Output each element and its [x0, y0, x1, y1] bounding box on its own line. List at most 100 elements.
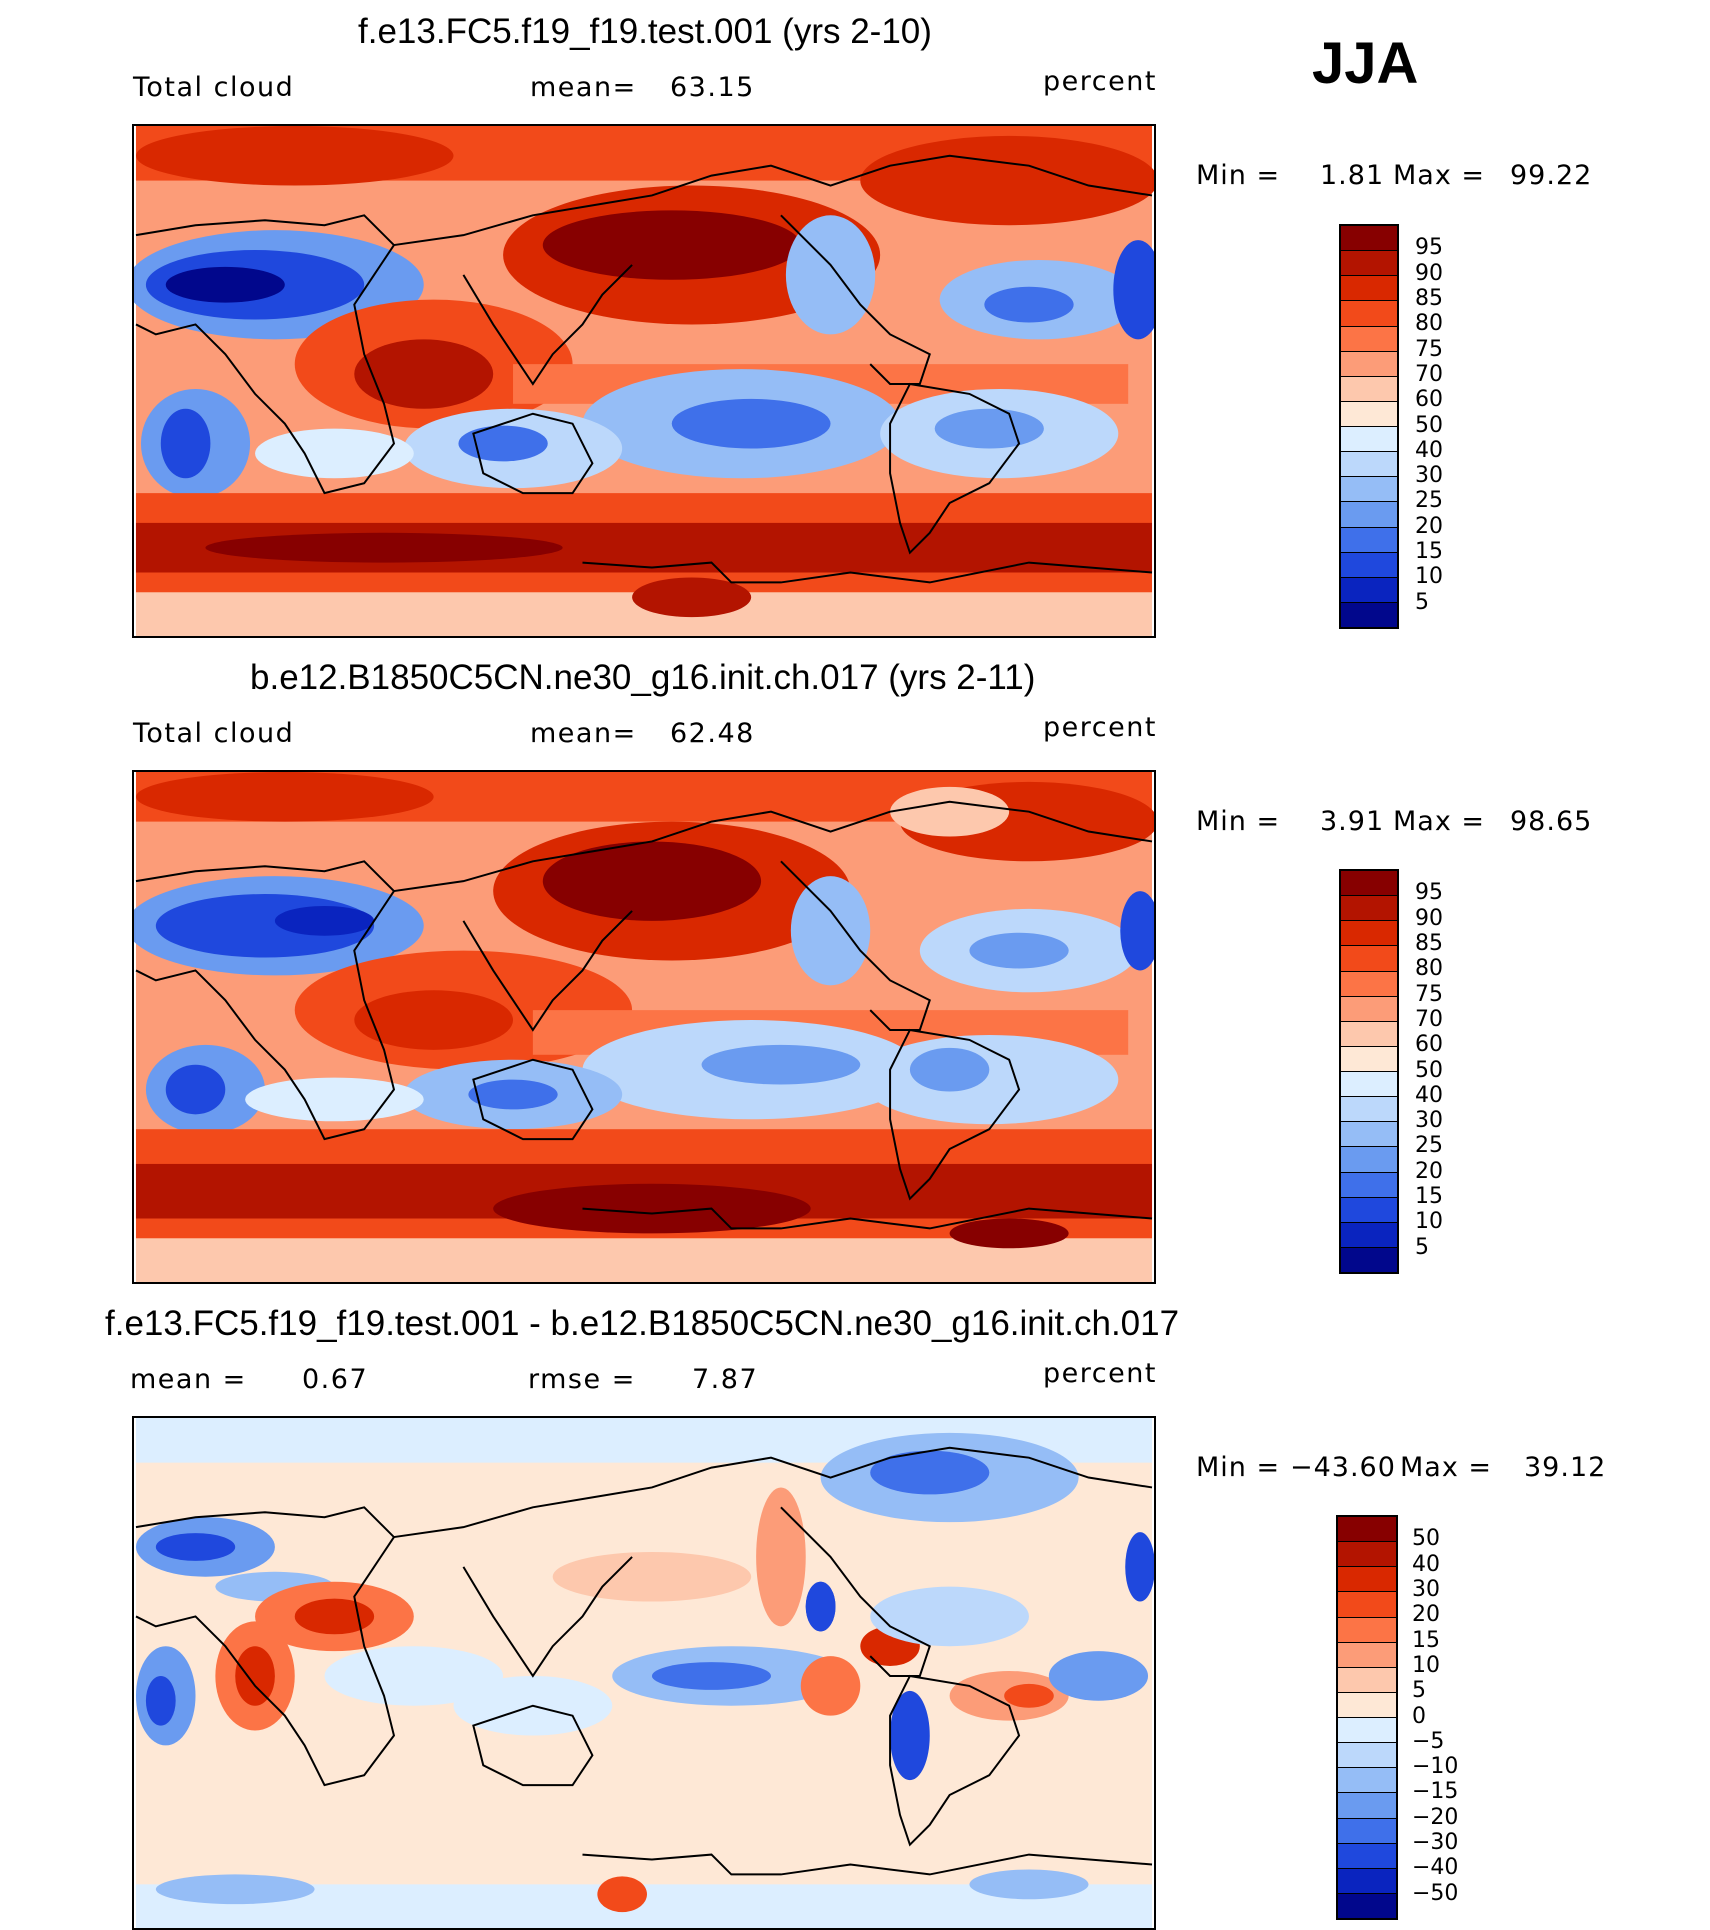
- colorbar-cell: [1338, 1692, 1396, 1718]
- panel3-map: [132, 1416, 1156, 1930]
- colorbar-cell: [1338, 1843, 1396, 1869]
- panel1-mean-label: mean=: [530, 72, 637, 103]
- season-label: JJA: [1312, 31, 1419, 96]
- colorbar-cell: [1341, 1097, 1397, 1123]
- colorbar-cell: [1341, 1197, 1397, 1223]
- colorbar-tick-label: −15: [1412, 1779, 1459, 1805]
- colorbar-tick-label: 10: [1415, 564, 1443, 590]
- colorbar-tick-label: 25: [1415, 1133, 1443, 1159]
- colorbar-tick-label: 5: [1415, 589, 1429, 615]
- colorbar-cell: [1341, 946, 1397, 972]
- panel2-units: percent: [1043, 712, 1157, 743]
- panel3-title: f.e13.FC5.f19_f19.test.001 - b.e12.B1850…: [105, 1304, 1180, 1343]
- colorbar-tick-label: 85: [1415, 930, 1443, 956]
- panel2-max-label: Max =: [1393, 806, 1486, 837]
- panel3-rmse-value: 7.87: [692, 1364, 759, 1395]
- colorbar-cell: [1338, 1517, 1396, 1543]
- colorbar-tick-label: 95: [1415, 235, 1443, 261]
- colorbar-cell: [1341, 1172, 1397, 1198]
- panel1-min-label: Min =: [1196, 160, 1281, 191]
- colorbar-cell: [1341, 896, 1397, 922]
- panel3-mean-label: mean =: [130, 1364, 247, 1395]
- colorbar-cell: [1341, 971, 1397, 997]
- colorbar-tick-label: 60: [1415, 1032, 1443, 1058]
- colorbar-cell: [1338, 1642, 1396, 1668]
- panel3-max-value: 39.12: [1524, 1452, 1607, 1483]
- colorbar-tick-label: 15: [1412, 1627, 1440, 1653]
- panel3-max-label: Max =: [1400, 1452, 1493, 1483]
- colorbar-tick-label: 30: [1415, 463, 1443, 489]
- colorbar-cell: [1341, 251, 1397, 277]
- colorbar-tick-label: 20: [1415, 513, 1443, 539]
- colorbar-cell: [1338, 1617, 1396, 1643]
- colorbar-cell: [1341, 577, 1397, 603]
- colorbar-cell: [1341, 1072, 1397, 1098]
- colorbar-cell: [1341, 871, 1397, 897]
- colorbar-tick-label: 75: [1415, 981, 1443, 1007]
- colorbar-cell: [1341, 1222, 1397, 1248]
- panel1-min-value: 1.81: [1320, 160, 1385, 191]
- colorbar-tick-label: 40: [1412, 1551, 1440, 1577]
- colorbar-tick-label: 15: [1415, 1184, 1443, 1210]
- panel3-colorbar: [1336, 1515, 1398, 1920]
- colorbar-cell: [1338, 1818, 1396, 1844]
- colorbar-cell: [1338, 1868, 1396, 1894]
- colorbar-tick-label: 95: [1415, 880, 1443, 906]
- panel3-mean-value: 0.67: [302, 1364, 369, 1395]
- colorbar-tick-label: −20: [1412, 1804, 1459, 1830]
- colorbar-cell: [1338, 1768, 1396, 1794]
- panel2-colorbar: [1339, 869, 1399, 1274]
- panel3-min-value: −43.60: [1290, 1452, 1396, 1483]
- colorbar-tick-label: 30: [1415, 1108, 1443, 1134]
- colorbar-cell: [1338, 1567, 1396, 1593]
- colorbar-tick-label: 70: [1415, 1006, 1443, 1032]
- colorbar-tick-label: −5: [1412, 1728, 1445, 1754]
- colorbar-tick-label: 50: [1415, 1057, 1443, 1083]
- colorbar-cell: [1338, 1743, 1396, 1769]
- colorbar-cell: [1341, 502, 1397, 528]
- panel2-map: [132, 770, 1156, 1284]
- colorbar-cell: [1341, 1247, 1397, 1272]
- panel3-rmse-label: rmse =: [528, 1364, 636, 1395]
- panel2-max-value: 98.65: [1510, 806, 1593, 837]
- colorbar-cell: [1341, 427, 1397, 453]
- colorbar-cell: [1338, 1592, 1396, 1618]
- colorbar-cell: [1341, 401, 1397, 427]
- colorbar-tick-label: 20: [1412, 1602, 1440, 1628]
- colorbar-tick-label: 70: [1415, 361, 1443, 387]
- colorbar-cell: [1341, 326, 1397, 352]
- colorbar-cell: [1341, 351, 1397, 377]
- colorbar-cell: [1341, 452, 1397, 478]
- colorbar-tick-label: 30: [1412, 1576, 1440, 1602]
- colorbar-tick-label: 5: [1412, 1678, 1426, 1704]
- colorbar-cell: [1338, 1667, 1396, 1693]
- panel1-max-label: Max =: [1393, 160, 1486, 191]
- panel2-variable-label: Total cloud: [133, 718, 295, 749]
- panel2-mean-value: 62.48: [670, 718, 755, 749]
- colorbar-tick-label: −50: [1412, 1880, 1459, 1906]
- colorbar-tick-label: 90: [1415, 905, 1443, 931]
- colorbar-tick-label: 25: [1415, 488, 1443, 514]
- colorbar-cell: [1341, 552, 1397, 578]
- colorbar-cell: [1341, 527, 1397, 553]
- colorbar-cell: [1341, 301, 1397, 327]
- colorbar-cell: [1341, 921, 1397, 947]
- colorbar-tick-label: 50: [1415, 412, 1443, 438]
- colorbar-tick-label: 10: [1415, 1209, 1443, 1235]
- colorbar-tick-label: 40: [1415, 437, 1443, 463]
- panel1-variable-label: Total cloud: [133, 72, 295, 103]
- colorbar-tick-label: 80: [1415, 311, 1443, 337]
- colorbar-tick-label: 15: [1415, 539, 1443, 565]
- panel1-mean-value: 63.15: [670, 72, 755, 103]
- panel3-min-label: Min =: [1196, 1452, 1281, 1483]
- colorbar-cell: [1338, 1718, 1396, 1744]
- colorbar-tick-label: 0: [1412, 1703, 1426, 1729]
- colorbar-tick-label: −30: [1412, 1830, 1459, 1856]
- panel1-max-value: 99.22: [1510, 160, 1593, 191]
- colorbar-cell: [1341, 996, 1397, 1022]
- panel1-title: f.e13.FC5.f19_f19.test.001 (yrs 2-10): [358, 12, 932, 51]
- colorbar-cell: [1341, 1122, 1397, 1148]
- colorbar-cell: [1341, 376, 1397, 402]
- colorbar-tick-label: 20: [1415, 1158, 1443, 1184]
- colorbar-cell: [1341, 477, 1397, 503]
